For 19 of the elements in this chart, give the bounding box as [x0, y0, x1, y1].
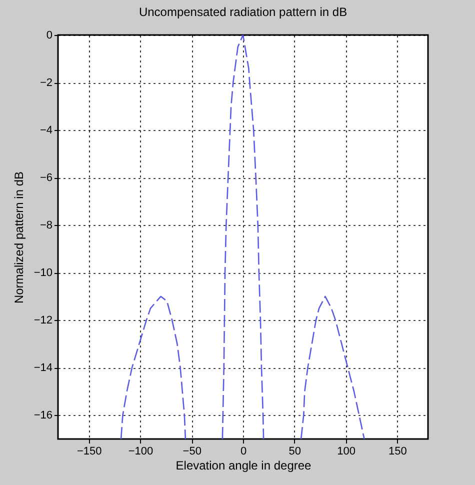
- x-tick-label: 50: [288, 446, 302, 458]
- y-tick-label: −6: [40, 172, 52, 184]
- x-tick-label: 0: [240, 446, 247, 458]
- y-tick-label: −4: [40, 124, 52, 137]
- y-tick-label: 0: [46, 30, 52, 42]
- x-tick-label: −100: [128, 446, 154, 458]
- x-axis-title: Elevation angle in degree: [176, 458, 312, 472]
- x-tick-label: 150: [388, 446, 407, 458]
- y-tick-label: −12: [34, 314, 52, 327]
- y-tick-label: −10: [34, 267, 52, 280]
- y-tick-label: −16: [34, 410, 52, 422]
- y-axis-title: Normalized pattern in dB: [12, 171, 26, 304]
- x-tick-label: 100: [337, 446, 356, 458]
- y-tick-label: −2: [40, 77, 52, 90]
- x-tick-label: −50: [182, 446, 202, 458]
- chart-title: Uncompensated radiation pattern in dB: [138, 5, 348, 19]
- y-tick-label: −8: [40, 220, 52, 232]
- x-tick-label: −150: [76, 446, 102, 458]
- y-tick-label: −14: [34, 362, 52, 374]
